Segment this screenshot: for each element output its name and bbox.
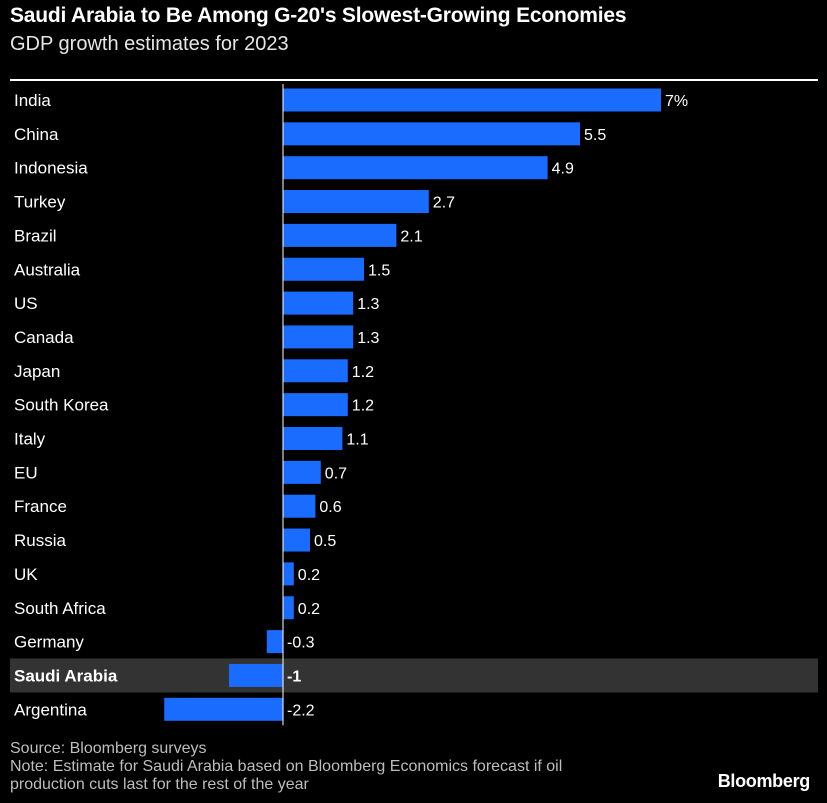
category-label-turkey: Turkey: [14, 193, 66, 212]
value-label-france: 0.6: [319, 499, 341, 516]
value-label-indonesia: 4.9: [552, 161, 574, 178]
bar-germany: [266, 630, 283, 654]
category-label-australia: Australia: [14, 260, 81, 279]
bar-south-africa: [283, 596, 294, 620]
value-label-canada: 1.3: [357, 330, 379, 347]
value-label-germany: -0.3: [287, 635, 315, 652]
highlight-band-saudi-arabia: [10, 658, 818, 693]
category-label-south-africa: South Africa: [14, 599, 106, 618]
value-label-australia: 1.5: [368, 262, 390, 279]
chart-subtitle: GDP growth estimates for 2023: [10, 33, 289, 55]
value-label-russia: 0.5: [314, 533, 336, 550]
bar-indonesia: [283, 156, 548, 180]
bar-south-korea: [283, 393, 348, 417]
value-label-china: 5.5: [584, 127, 606, 144]
value-label-brazil: 2.1: [400, 228, 422, 245]
source-note: Source: Bloomberg surveys: [10, 740, 207, 757]
value-label-argentina: -2.2: [287, 702, 315, 719]
bar-brazil: [283, 223, 397, 247]
category-label-germany: Germany: [14, 633, 84, 652]
category-label-france: France: [14, 497, 67, 516]
chart-title: Saudi Arabia to Be Among G-20's Slowest-…: [10, 4, 627, 27]
title-divider: [10, 79, 818, 81]
value-label-south-africa: 0.2: [298, 601, 320, 618]
category-label-russia: Russia: [14, 531, 67, 550]
bloomberg-logo: Bloomberg: [717, 771, 811, 791]
category-label-canada: Canada: [14, 328, 74, 347]
value-label-uk: 0.2: [298, 567, 320, 584]
category-label-india: India: [14, 91, 51, 110]
bar-france: [283, 494, 316, 518]
bar-eu: [283, 460, 321, 484]
value-label-eu: 0.7: [325, 465, 347, 482]
category-label-italy: Italy: [14, 430, 46, 449]
category-label-indonesia: Indonesia: [14, 159, 88, 178]
category-label-brazil: Brazil: [14, 226, 57, 245]
bar-uk: [283, 562, 294, 586]
bar-turkey: [283, 190, 429, 214]
bar-japan: [283, 359, 348, 383]
value-label-india: 7%: [665, 93, 688, 110]
bar-china: [283, 122, 580, 146]
footnote: Source: Bloomberg surveys Note: Estimate…: [10, 740, 562, 794]
value-label-italy: 1.1: [346, 432, 368, 449]
methodology-note-line1: Note: Estimate for Saudi Arabia based on…: [10, 758, 563, 775]
category-label-eu: EU: [14, 463, 38, 482]
bar-australia: [283, 257, 364, 281]
value-label-us: 1.3: [357, 296, 379, 313]
methodology-note-line2: production cuts last for the rest of the…: [10, 776, 309, 793]
category-label-us: US: [14, 294, 38, 313]
bar-italy: [283, 427, 343, 450]
bar-russia: [283, 528, 310, 552]
value-label-turkey: 2.7: [433, 195, 455, 212]
category-label-china: China: [14, 125, 59, 144]
bar-india: [283, 88, 661, 112]
value-label-south-korea: 1.2: [352, 398, 374, 415]
value-label-saudi-arabia: -1: [287, 668, 301, 685]
category-label-japan: Japan: [14, 362, 60, 381]
bar-argentina: [164, 697, 283, 721]
category-label-uk: UK: [14, 565, 38, 584]
bar-us: [283, 291, 354, 315]
category-label-argentina: Argentina: [14, 700, 87, 719]
category-label-saudi-arabia: Saudi Arabia: [14, 666, 118, 685]
bar-canada: [283, 325, 354, 349]
bar-saudi-arabia: [229, 663, 283, 687]
category-label-south-korea: South Korea: [14, 396, 109, 415]
value-label-japan: 1.2: [352, 364, 374, 381]
